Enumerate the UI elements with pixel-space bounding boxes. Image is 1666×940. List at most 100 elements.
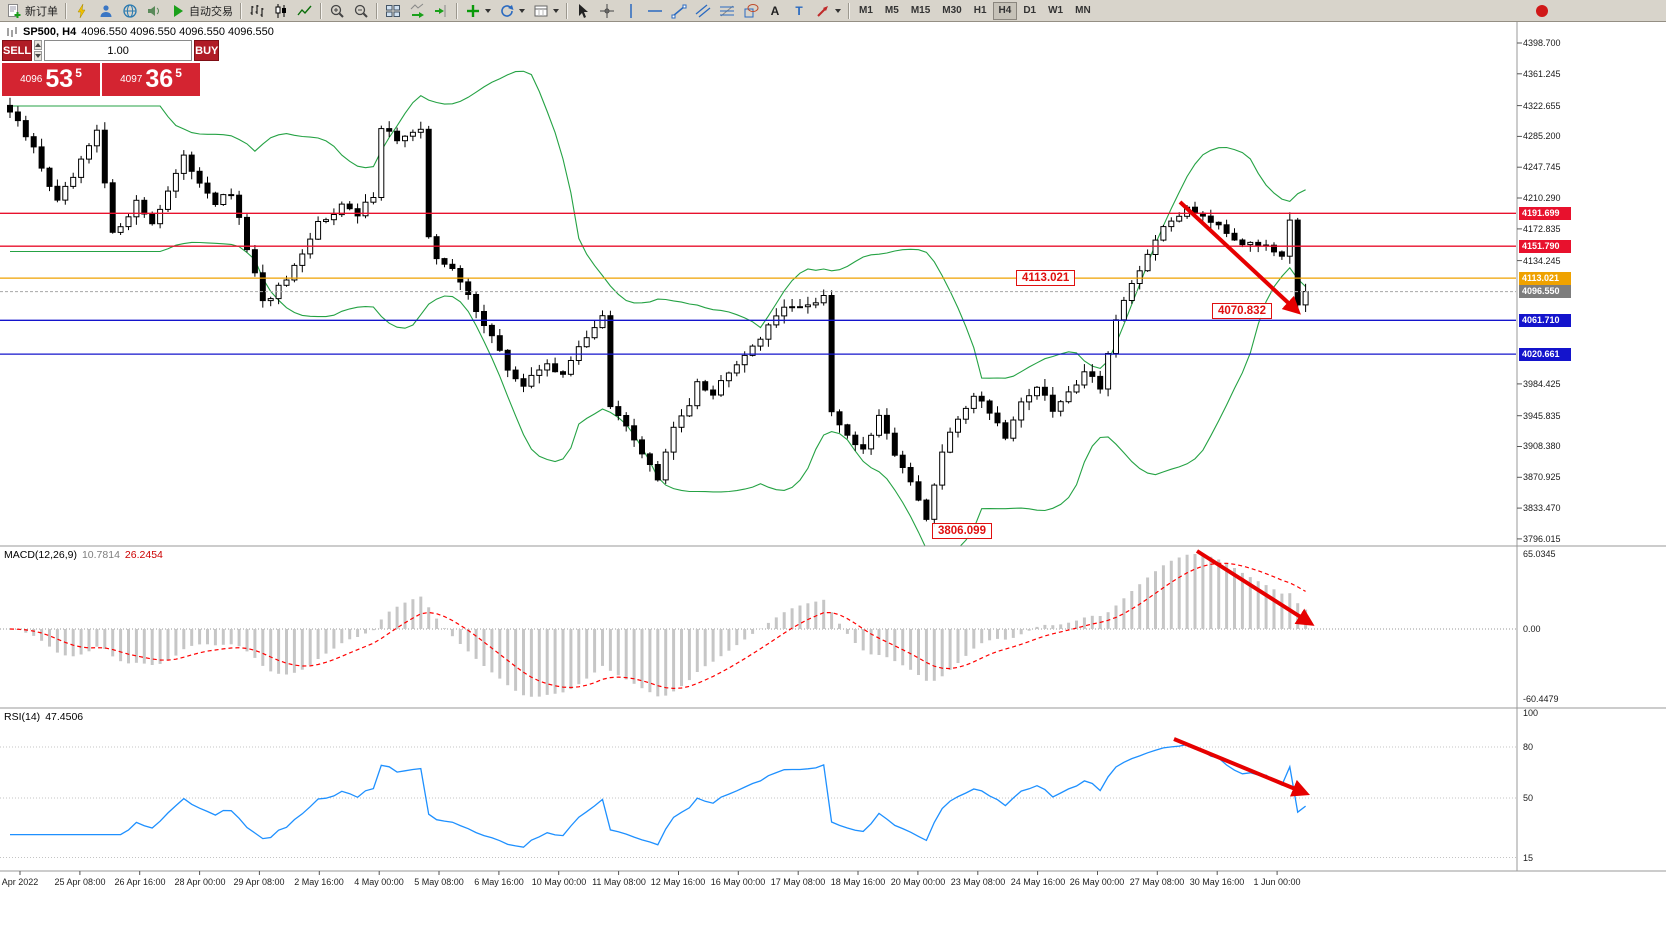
price-axis-label: 4210.290	[1523, 193, 1561, 203]
sell-price-tile[interactable]: 4096 53 5	[2, 63, 100, 96]
toolbar-new-order-button[interactable]: 新订单	[2, 1, 62, 21]
bid-prefix: 4096	[20, 74, 43, 85]
price-annotation[interactable]: 4113.021	[1016, 270, 1076, 286]
ask-big-figure: 36	[145, 65, 174, 93]
zoom-in-icon	[330, 4, 344, 18]
rsi-axis-label: 15	[1523, 853, 1534, 863]
chevron-down-icon	[519, 8, 525, 13]
toolbar-shapes-button[interactable]	[739, 1, 763, 21]
up-arrow-icon	[35, 43, 42, 47]
fibonacci-icon	[720, 5, 734, 16]
timeframe-W1-button[interactable]: W1	[1042, 2, 1069, 20]
price-axis-label: 4172.835	[1523, 224, 1561, 234]
price-axis-label: 3870.925	[1523, 472, 1561, 482]
macd-signal-value: 26.2454	[124, 549, 163, 561]
macd-axis-label: -60.4479	[1523, 694, 1559, 704]
price-annotation[interactable]: 4070.832	[1212, 303, 1272, 319]
toolbar-autotrade-button[interactable]: 自动交易	[166, 1, 237, 21]
time-axis-label: 26 Apr 16:00	[114, 877, 166, 887]
ask-pip-sup: 5	[175, 65, 182, 80]
toolbar-zoom-out-button[interactable]	[349, 1, 373, 21]
ohlc-values: 4096.550 4096.550 4096.550 4096.550	[81, 26, 274, 38]
hline-icon	[648, 9, 662, 12]
toolbar-trendline-button[interactable]	[667, 1, 691, 21]
toolbar-text-button[interactable]: A	[763, 1, 787, 21]
toolbar-label-button[interactable]: T	[787, 1, 811, 21]
toolbar-crosshair-button[interactable]	[595, 1, 619, 21]
volume-spinner	[34, 40, 43, 61]
price-badge: 4061.710	[1519, 314, 1571, 327]
sell-button[interactable]: SELL	[2, 40, 33, 61]
time-axis-label: 5 May 08:00	[414, 877, 464, 887]
time-axis-label: 25 Apr 08:00	[54, 877, 106, 887]
volume-decrease-button[interactable]	[34, 51, 43, 61]
chevron-down-icon	[485, 8, 491, 13]
timeframe-M5-button[interactable]: M5	[879, 2, 905, 20]
profile-icon	[100, 4, 112, 17]
mini-chart-icon	[6, 26, 18, 38]
toolbar-cursor-button[interactable]	[571, 1, 595, 21]
toolbar-profile-button[interactable]	[94, 1, 118, 21]
time-axis-label: 18 May 16:00	[830, 877, 886, 887]
toolbar-community-button[interactable]	[118, 1, 142, 21]
rsi-levels	[0, 746, 1516, 858]
buy-price-tile[interactable]: 4097 36 5	[102, 63, 200, 96]
support-resistance-lines	[0, 212, 1516, 355]
time-axis-label: 24 May 16:00	[1010, 877, 1066, 887]
toolbar-lightning-button[interactable]	[70, 1, 94, 21]
time-axis-label: 17 May 08:00	[770, 877, 826, 887]
price-axis-label: 3984.425	[1523, 379, 1561, 389]
timeframe-MN-button[interactable]: MN	[1069, 2, 1097, 20]
toolbar-fibonacci-button[interactable]	[715, 1, 739, 21]
toolbar-chart-candles-button[interactable]	[269, 1, 293, 21]
price-badge: 4151.790	[1519, 240, 1571, 253]
rsi-header: RSI(14) 47.4506	[4, 711, 83, 723]
toolbar-periods-button[interactable]	[529, 1, 563, 21]
toolbar-auto-scroll-button[interactable]	[405, 1, 429, 21]
toolbar-vline-button[interactable]	[619, 1, 643, 21]
svg-text:T: T	[795, 4, 803, 18]
timeframe-H1-button[interactable]: H1	[968, 2, 993, 20]
time-axis[interactable]: Apr 2022 25 Apr 08:00 26 Apr 16:00 28 Apr 0…	[0, 871, 1666, 891]
timeframe-M30-button[interactable]: M30	[936, 2, 967, 20]
price-axis-label: 4285.200	[1523, 131, 1561, 141]
toolbar-separator	[240, 2, 242, 19]
toolbar-tile-windows-button[interactable]	[381, 1, 405, 21]
toolbar-autotrade-label: 自动交易	[189, 5, 233, 18]
toolbar-alert-button[interactable]	[1530, 1, 1554, 21]
toolbar-separator	[320, 2, 322, 19]
cycles-icon	[501, 4, 514, 17]
chart-candles-icon	[275, 3, 286, 18]
macd-signal-line	[9, 562, 1306, 690]
toolbar-chart-bars-button[interactable]	[245, 1, 269, 21]
trendline-icon	[671, 4, 687, 18]
timeframe-M1-button[interactable]: M1	[853, 2, 879, 20]
toolbar-cycles-button[interactable]	[495, 1, 529, 21]
buy-button[interactable]: BUY	[194, 40, 220, 61]
chevron-down-icon	[553, 8, 559, 13]
timeframe-H4-button[interactable]: H4	[992, 1, 1018, 20]
toolbar-channel-button[interactable]	[691, 1, 715, 21]
time-axis-label: 26 May 00:00	[1069, 877, 1125, 887]
price-axis-label: 4398.700	[1523, 38, 1561, 48]
time-axis-label: 29 Apr 08:00	[233, 877, 285, 887]
toolbar-arrows-button[interactable]	[811, 1, 845, 21]
toolbar-indicators-button[interactable]	[461, 1, 495, 21]
toolbar-sound-button[interactable]	[142, 1, 166, 21]
lightning-icon	[77, 3, 86, 18]
toolbar-hline-button[interactable]	[643, 1, 667, 21]
toolbar-chart-line-button[interactable]	[293, 1, 317, 21]
toolbar-chart-shift-button[interactable]	[429, 1, 453, 21]
rsi-value: 47.4506	[45, 711, 84, 723]
volume-increase-button[interactable]	[34, 40, 43, 50]
price-axis-label: 4361.245	[1523, 69, 1561, 79]
macd-title: MACD(12,26,9)	[4, 549, 77, 561]
price-axis-label: 4134.245	[1523, 256, 1561, 266]
volume-input[interactable]	[44, 40, 193, 61]
timeframe-D1-button[interactable]: D1	[1017, 2, 1042, 20]
price-axis-label: 4322.655	[1523, 101, 1561, 111]
toolbar-zoom-in-button[interactable]	[325, 1, 349, 21]
timeframe-M15-button[interactable]: M15	[905, 2, 936, 20]
price-annotation[interactable]: 3806.099	[932, 523, 992, 539]
